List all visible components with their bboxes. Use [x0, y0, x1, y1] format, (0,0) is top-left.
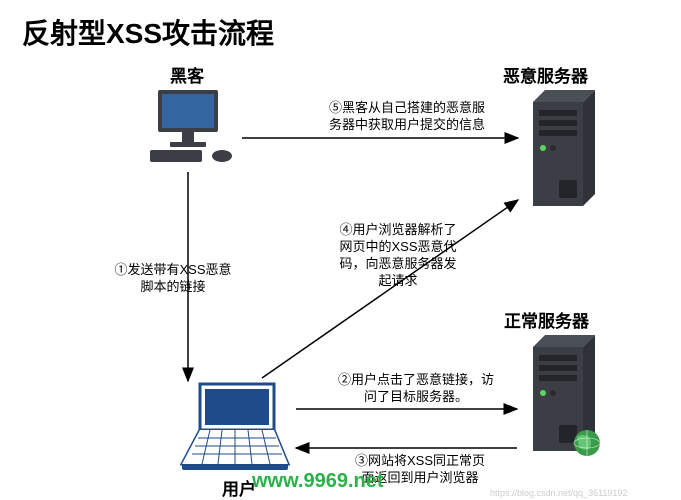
watermark: www.9969.net	[252, 470, 384, 493]
server-globe-icon	[525, 333, 599, 453]
edge-4-label: ④用户浏览器解析了网页中的XSS恶意代码，向恶意服务器发起请求	[318, 222, 478, 290]
edge-5-label: ⑤黑客从自己搭建的恶意服务器中获取用户提交的信息	[302, 100, 512, 134]
watermark-csdn: https://blog.csdn.net/qq_36119192	[490, 488, 627, 498]
hacker-label: 黑客	[170, 62, 204, 87]
evil-server-label: 恶意服务器	[503, 62, 588, 87]
normal-server-label: 正常服务器	[504, 307, 589, 332]
desktop-icon	[148, 88, 238, 164]
edge-1-label: ①发送带有XSS恶意脚本的链接	[98, 262, 248, 296]
server-icon	[525, 88, 599, 208]
user-label: 用户	[222, 475, 256, 500]
diagram-title: 反射型XSS攻击流程	[22, 12, 274, 52]
laptop-icon	[180, 382, 290, 474]
edge-2-label: ②用户点击了恶意链接，访问了目标服务器。	[316, 372, 516, 406]
